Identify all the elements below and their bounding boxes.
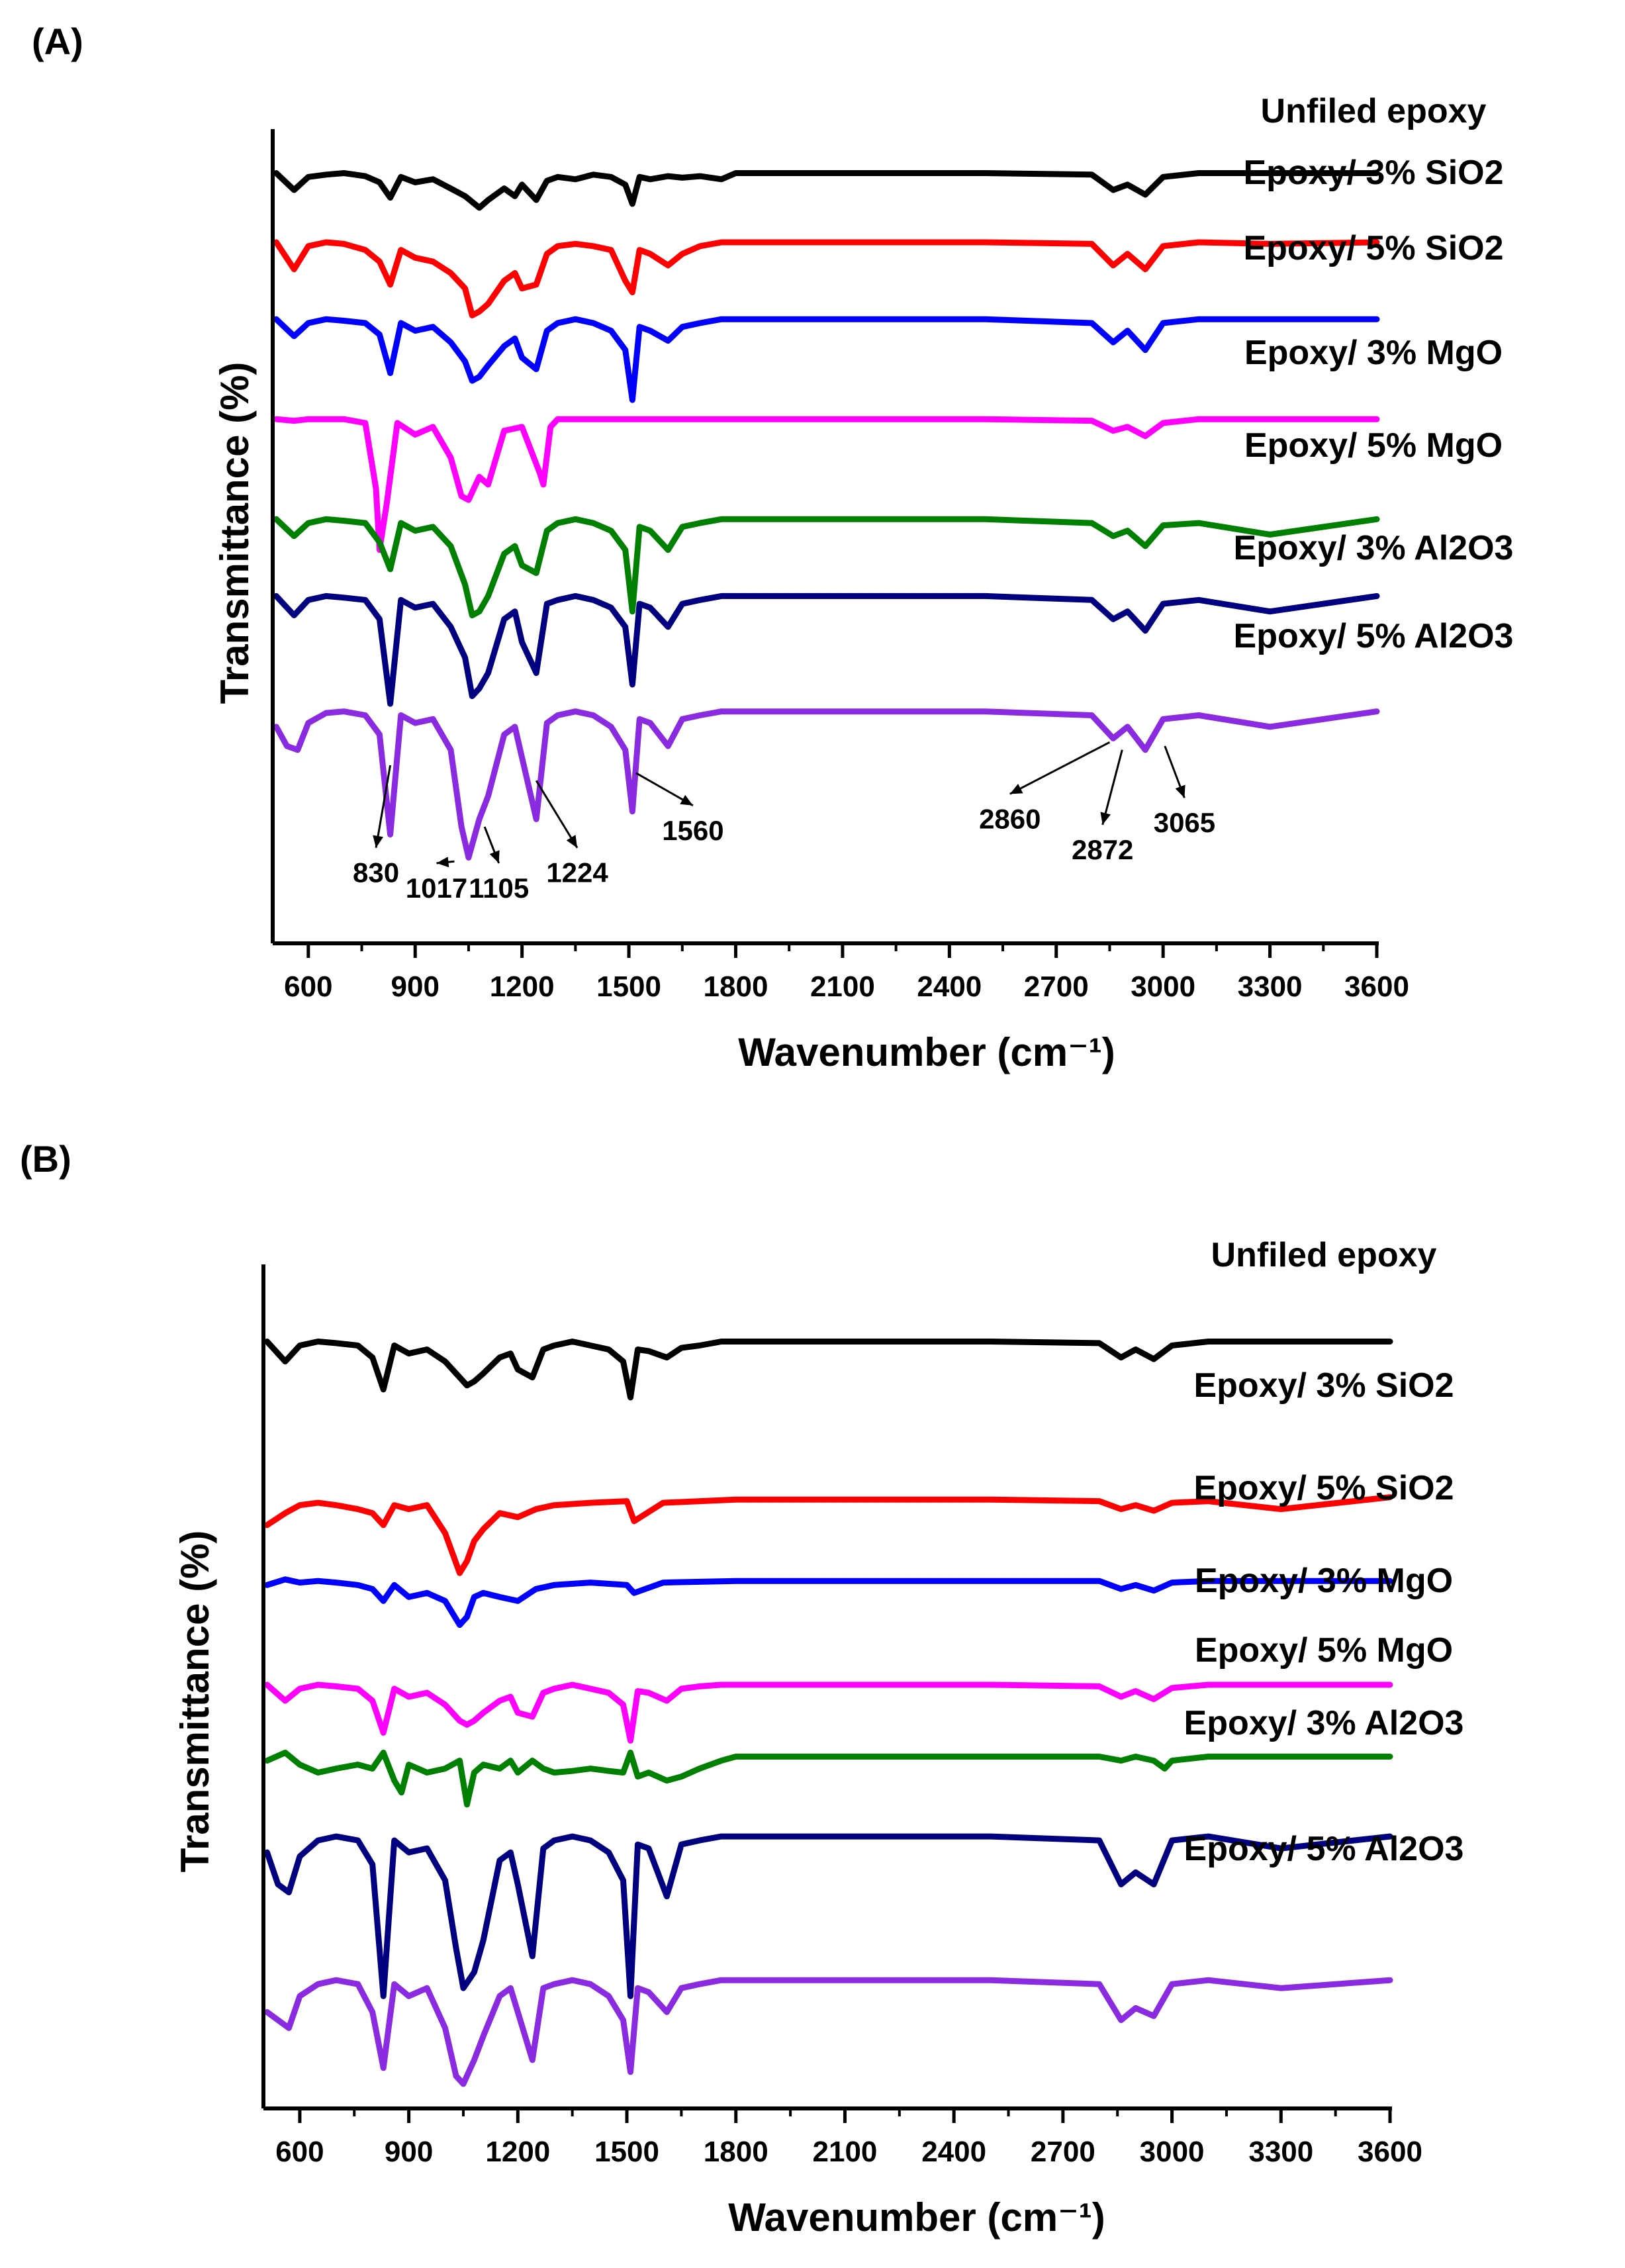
peak-label-3065: 3065 (1154, 807, 1215, 838)
legend-label-2: Epoxy/ 3% SiO2 (1193, 1366, 1454, 1405)
series-line-5 (264, 1750, 1393, 1808)
x-tick-label: 2100 (813, 2136, 878, 2168)
x-tick-label: 2400 (921, 2136, 986, 2168)
series-line-6 (273, 592, 1380, 707)
series-line-2 (264, 1494, 1393, 1576)
series-line-1 (264, 1339, 1393, 1401)
peak-label-2872: 2872 (1072, 834, 1133, 865)
x-tick-label: 600 (275, 2136, 324, 2168)
x-tick-label: 1500 (594, 2136, 659, 2168)
legend-label-1: Unfiled epoxy (1261, 92, 1487, 130)
panel-a-annotations: 830 1017 1105 1224 1560 2860 2872 3065 (353, 741, 1215, 904)
series-line-4 (264, 1681, 1393, 1744)
x-tick-label: 900 (385, 2136, 433, 2168)
panel-a: (A) Unfiled epoxy Epoxy/ 3% SiO2 Epoxy/ 5%… (32, 21, 1513, 1074)
peak-label-1017: 1017 (406, 873, 467, 904)
peak-arrowhead-1017 (436, 857, 449, 868)
legend-label-4: Epoxy/ 3% MgO (1244, 334, 1503, 372)
series-line-5 (273, 516, 1380, 618)
panel-a-series (273, 170, 1380, 861)
legend-label-1: Unfiled epoxy (1211, 1236, 1437, 1274)
x-tick-label: 1800 (704, 970, 768, 1003)
x-tick-label: 3000 (1140, 2136, 1205, 2168)
peak-label-1560: 1560 (662, 815, 723, 846)
peak-arrow-1224 (535, 780, 579, 849)
series-line-7 (264, 1977, 1393, 2087)
x-tick-label: 3600 (1344, 970, 1409, 1003)
x-tick-label: 900 (391, 970, 440, 1003)
x-tick-label: 3600 (1358, 2136, 1422, 2168)
panel-b-label: (B) (20, 1138, 71, 1180)
legend-label-6: Epoxy/ 3% Al2O3 (1184, 1704, 1464, 1742)
legend-label-4: Epoxy/ 3% MgO (1195, 1562, 1453, 1600)
peak-label-830: 830 (353, 857, 399, 888)
panel-a-legend: Unfiled epoxy Epoxy/ 3% SiO2 Epoxy/ 5% SiO… (1234, 92, 1514, 655)
peak-arrowhead-830 (373, 835, 383, 848)
panel-b-x-axis-title: Wavenumber (cm⁻¹) (728, 2195, 1105, 2240)
peak-arrow-830 (375, 765, 392, 848)
x-tick-label: 1800 (704, 2136, 768, 2168)
legend-label-5: Epoxy/ 5% MgO (1244, 426, 1503, 465)
x-tick-label: 1200 (490, 970, 555, 1003)
series-line-2 (273, 239, 1380, 318)
peak-arrowhead-1560 (680, 794, 693, 806)
peak-arrow-2860 (1009, 741, 1111, 795)
legend-label-7: Epoxy/ 5% Al2O3 (1234, 617, 1514, 655)
peak-label-1105: 1105 (469, 873, 529, 904)
peak-arrowhead-3065 (1175, 784, 1185, 798)
peak-arrow-2872 (1101, 749, 1123, 826)
panel-b-y-axis-title: Transmittance (%) (173, 1531, 217, 1873)
peak-label-2860: 2860 (979, 803, 1041, 834)
x-tick-label: 3300 (1238, 970, 1303, 1003)
peak-arrowhead-2860 (1009, 784, 1023, 794)
peak-arrowhead-1224 (566, 835, 577, 848)
x-tick-label: 2700 (1024, 970, 1089, 1003)
legend-label-2: Epoxy/ 3% SiO2 (1243, 154, 1503, 192)
series-line-4 (273, 416, 1380, 553)
legend-label-6: Epoxy/ 3% Al2O3 (1234, 529, 1514, 567)
panel-a-x-axis-title: Wavenumber (cm⁻¹) (738, 1030, 1115, 1074)
legend-label-3: Epoxy/ 5% SiO2 (1243, 229, 1503, 267)
series-line-7 (273, 708, 1380, 861)
panel-b-series (264, 1339, 1393, 2087)
panel-b-legend: Unfiled epoxy Epoxy/ 3% SiO2 Epoxy/ 5% SiO… (1184, 1236, 1464, 1868)
legend-label-3: Epoxy/ 5% SiO2 (1193, 1469, 1454, 1507)
panel-b-axes: 600 900 1200 1500 1800 2100 2400 2700 3000 3300 36… (261, 1264, 1422, 2168)
panel-a-y-axis-title: Transmittance (%) (212, 362, 257, 704)
panel-a-label: (A) (32, 21, 83, 62)
x-tick-label: 1200 (485, 2136, 550, 2168)
series-line-1 (273, 170, 1380, 211)
x-tick-label: 3000 (1131, 970, 1195, 1003)
panel-b: (B) Unfiled epoxy Epoxy/ 3% SiO2 Epoxy/ 5%… (20, 1138, 1463, 2240)
peak-arrowhead-2872 (1100, 812, 1111, 825)
x-tick-label: 2100 (810, 970, 875, 1003)
x-tick-label: 1500 (596, 970, 661, 1003)
x-tick-label: 2400 (917, 970, 982, 1003)
peak-arrowhead-1105 (489, 850, 500, 863)
peak-label-1224: 1224 (546, 857, 608, 888)
series-line-3 (264, 1576, 1393, 1629)
legend-label-5: Epoxy/ 5% MgO (1195, 1631, 1453, 1670)
x-tick-label: 3300 (1248, 2136, 1313, 2168)
series-line-3 (273, 316, 1380, 403)
legend-label-7: Epoxy/ 5% Al2O3 (1184, 1830, 1464, 1868)
series-line-6 (264, 1833, 1393, 1999)
x-tick-label: 2700 (1031, 2136, 1095, 2168)
panel-a-axes: 600 900 1200 1500 1800 2100 2400 2700 3000 3300 36… (271, 129, 1409, 1003)
x-tick-label: 600 (284, 970, 332, 1003)
